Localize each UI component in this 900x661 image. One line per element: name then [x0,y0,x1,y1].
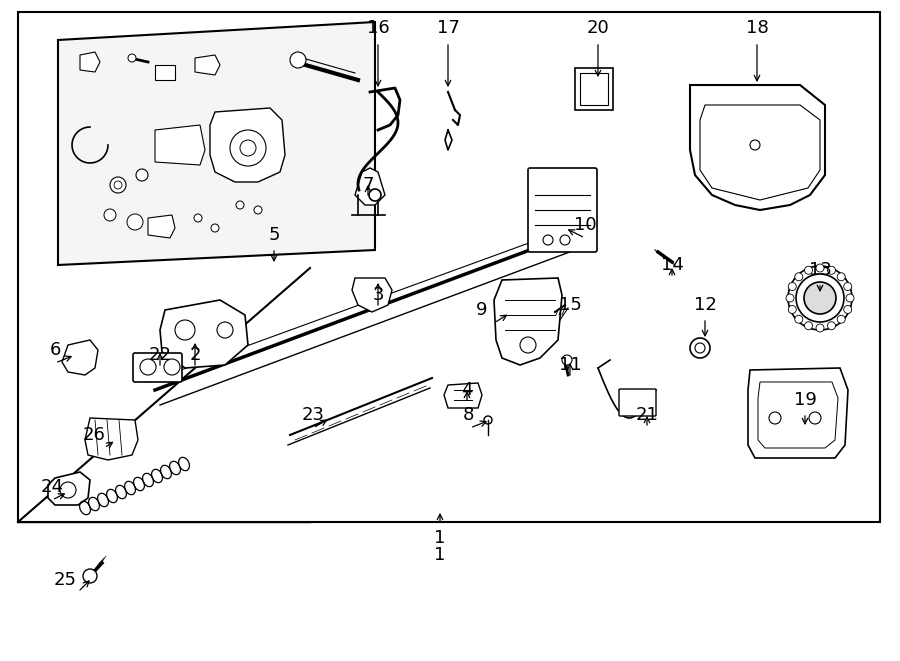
Polygon shape [210,108,285,182]
Text: 17: 17 [436,19,459,37]
Text: 21: 21 [635,406,659,424]
Text: 24: 24 [40,478,64,496]
Circle shape [816,264,824,272]
Circle shape [843,282,851,291]
Text: 12: 12 [694,296,716,314]
Circle shape [104,209,116,221]
Text: 15: 15 [559,296,581,314]
Circle shape [805,322,813,330]
Text: 18: 18 [745,19,769,37]
Circle shape [843,305,851,313]
Text: 20: 20 [587,19,609,37]
Polygon shape [148,215,175,238]
Text: 4: 4 [461,381,472,399]
Circle shape [695,343,705,353]
Circle shape [827,266,835,274]
Text: 25: 25 [53,571,76,589]
Text: 19: 19 [794,391,816,409]
Circle shape [795,315,803,323]
Circle shape [786,294,794,302]
FancyBboxPatch shape [528,168,597,252]
Text: 6: 6 [50,341,60,359]
Circle shape [128,54,136,62]
Circle shape [484,416,492,424]
Polygon shape [80,52,100,72]
Bar [155,65,175,80]
Circle shape [369,189,381,201]
Text: 7: 7 [362,176,374,194]
Circle shape [520,337,536,353]
Polygon shape [690,85,825,210]
Circle shape [136,169,148,181]
Circle shape [127,214,143,230]
Circle shape [769,412,781,424]
Circle shape [804,282,836,314]
Circle shape [230,130,266,166]
Polygon shape [352,278,392,312]
Text: 14: 14 [661,256,683,274]
Text: 10: 10 [573,216,597,234]
Text: 9: 9 [476,301,488,319]
Circle shape [788,282,796,291]
Circle shape [211,224,219,232]
Text: 13: 13 [808,261,832,279]
Polygon shape [160,300,248,368]
Circle shape [837,315,845,323]
Polygon shape [355,168,385,205]
Circle shape [175,320,195,340]
Text: 22: 22 [148,346,172,364]
Circle shape [236,201,244,209]
Polygon shape [62,340,98,375]
Polygon shape [85,418,138,460]
Circle shape [83,569,97,583]
Circle shape [254,206,262,214]
Polygon shape [58,22,375,265]
Circle shape [110,177,126,193]
Circle shape [816,324,824,332]
Bar [575,68,613,110]
Text: 16: 16 [366,19,390,37]
Circle shape [164,359,180,375]
FancyBboxPatch shape [619,389,656,416]
Circle shape [217,322,233,338]
Circle shape [690,338,710,358]
Circle shape [290,52,306,68]
Circle shape [809,412,821,424]
Circle shape [795,273,803,281]
Circle shape [240,140,256,156]
Text: 1: 1 [435,546,446,564]
Bar [18,12,880,522]
Text: 26: 26 [83,426,105,444]
Circle shape [60,482,76,498]
Circle shape [750,140,760,150]
Polygon shape [444,383,482,408]
Text: 3: 3 [373,286,383,304]
FancyBboxPatch shape [133,353,182,382]
Circle shape [788,305,796,313]
Circle shape [788,266,852,330]
Circle shape [827,322,835,330]
Circle shape [796,274,844,322]
Circle shape [562,355,572,365]
Text: 8: 8 [463,406,473,424]
Circle shape [837,273,845,281]
Text: 23: 23 [302,406,325,424]
Circle shape [846,294,854,302]
Text: 11: 11 [559,356,581,374]
Text: 5: 5 [268,226,280,244]
Text: 2: 2 [189,346,201,364]
Circle shape [114,181,122,189]
Polygon shape [748,368,848,458]
Polygon shape [48,472,90,505]
Polygon shape [155,125,205,165]
Circle shape [194,214,202,222]
Text: 1: 1 [435,529,446,547]
Circle shape [543,235,553,245]
Circle shape [140,359,156,375]
Circle shape [805,266,813,274]
Polygon shape [494,278,562,365]
Circle shape [560,235,570,245]
Bar [580,73,608,105]
Polygon shape [195,55,220,75]
